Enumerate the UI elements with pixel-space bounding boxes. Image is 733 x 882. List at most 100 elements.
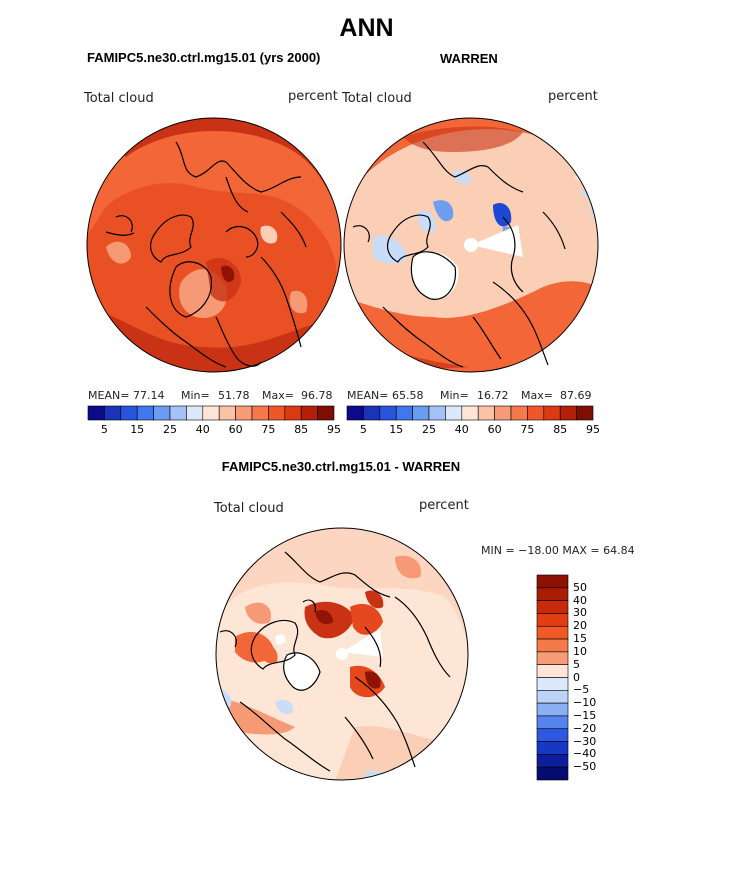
right-colorbar-swatch: [494, 405, 512, 421]
difference-colorbar-swatch: [536, 651, 569, 665]
right-variable-label: Total cloud: [342, 91, 412, 106]
difference-colorbar-tick-label: 40: [573, 593, 587, 607]
difference-colorbar-tick-label: −30: [573, 734, 597, 748]
difference-colorbar-swatch: [536, 754, 569, 768]
left-colorbar-swatch: [251, 405, 269, 421]
right-min-label: Min=: [440, 389, 469, 402]
right-colorbar-tick-label: 85: [553, 423, 568, 436]
difference-colorbar-tick-label: −5: [573, 683, 590, 697]
right-panel-title: WARREN: [440, 51, 498, 66]
left-colorbar-swatch: [300, 405, 318, 421]
right-colorbar-swatch: [559, 405, 577, 421]
right-mean-label: MEAN=: [347, 389, 389, 402]
right-colorbar-swatch: [395, 405, 413, 421]
left-colorbar-swatch: [218, 405, 236, 421]
left-colorbar-swatch: [169, 405, 187, 421]
left-polar-map: [86, 117, 342, 373]
right-colorbar-swatch: [527, 405, 545, 421]
difference-colorbar-swatch: [536, 664, 569, 678]
right-max-label: Max=: [521, 389, 553, 402]
right-max-value: 87.69: [560, 389, 592, 402]
difference-colorbar-tick-label: 0: [573, 670, 580, 684]
difference-colorbar: [536, 574, 569, 781]
right-colorbar-swatch: [346, 405, 364, 421]
difference-colorbar-tick-label: 30: [573, 606, 587, 620]
right-colorbar-swatch: [412, 405, 430, 421]
right-colorbar-swatch: [543, 405, 561, 421]
difference-colorbar-tick-label: 15: [573, 632, 587, 646]
left-colorbar-swatch: [284, 405, 302, 421]
left-colorbar-tick-label: 95: [327, 423, 341, 436]
difference-panel-title: FAMIPC5.ne30.ctrl.mg15.01 - WARREN: [221, 459, 461, 474]
left-min-value: 51.78: [218, 389, 250, 402]
right-colorbar-swatch: [445, 405, 463, 421]
diff-units-label: percent: [419, 498, 469, 513]
left-colorbar-tick-label: 15: [130, 423, 145, 436]
diff-variable-label: Total cloud: [214, 501, 284, 516]
right-min-value: 16.72: [477, 389, 509, 402]
left-panel-title: FAMIPC5.ne30.ctrl.mg15.01 (yrs 2000): [87, 50, 321, 65]
difference-colorbar-tick-label: −40: [573, 747, 597, 761]
difference-colorbar-swatch: [536, 613, 569, 627]
right-units-label: percent: [548, 89, 598, 104]
left-colorbar-swatch: [186, 405, 204, 421]
right-colorbar-tick-label: 25: [422, 423, 436, 436]
right-colorbar-tick-label: 75: [520, 423, 535, 436]
difference-colorbar-swatch: [536, 677, 569, 691]
right-colorbar-tick-label: 60: [487, 423, 502, 436]
left-colorbar-tick-label: 5: [100, 423, 108, 436]
left-colorbar-tick-label: 60: [228, 423, 243, 436]
right-colorbar-swatch: [461, 405, 479, 421]
difference-colorbar-swatch: [536, 600, 569, 614]
left-colorbar-tick-label: 75: [261, 423, 276, 436]
difference-colorbar-swatch: [536, 728, 569, 742]
difference-colorbar-swatch: [536, 741, 569, 755]
difference-colorbar-tick-label: −15: [573, 708, 597, 722]
right-polar-map: [343, 117, 599, 373]
left-colorbar: [87, 405, 335, 421]
left-variable-label: Total cloud: [84, 91, 154, 106]
right-colorbar-swatch: [379, 405, 397, 421]
difference-colorbar-tick-label: 10: [573, 644, 587, 658]
left-colorbar-swatch: [136, 405, 154, 421]
left-colorbar-swatch: [153, 405, 171, 421]
difference-colorbar-swatch: [536, 690, 569, 704]
left-min-label: Min=: [181, 389, 210, 402]
left-colorbar-swatch: [317, 405, 335, 421]
difference-colorbar-swatch: [536, 625, 569, 640]
left-colorbar-swatch: [87, 405, 105, 421]
right-colorbar-tick-label: 5: [359, 423, 367, 436]
difference-colorbar-tick-label: −20: [573, 721, 597, 735]
right-colorbar-swatch: [363, 405, 381, 421]
figure-title: ANN: [339, 14, 394, 42]
left-units-label: percent: [288, 89, 338, 104]
right-colorbar-swatch: [576, 405, 594, 421]
left-mean-value: 77.14: [133, 389, 165, 402]
difference-colorbar-swatch: [536, 766, 569, 781]
left-mean-label: MEAN=: [88, 389, 130, 402]
right-colorbar-swatch: [510, 405, 528, 421]
left-colorbar-swatch: [268, 405, 286, 421]
difference-colorbar-swatch: [536, 638, 569, 653]
right-mean-value: 65.58: [392, 389, 424, 402]
left-colorbar-swatch: [235, 405, 253, 421]
left-colorbar-tick-label: 85: [294, 423, 309, 436]
difference-colorbar-tick-label: 5: [573, 657, 580, 671]
right-colorbar-tick-label: 95: [586, 423, 600, 436]
right-colorbar-swatch: [477, 405, 495, 421]
right-colorbar-tick-label: 15: [389, 423, 404, 436]
right-colorbar-swatch: [428, 405, 446, 421]
difference-colorbar-tick-label: −50: [573, 760, 597, 774]
difference-colorbar-swatch: [536, 587, 569, 601]
difference-colorbar-swatch: [536, 702, 569, 717]
left-max-value: 96.78: [301, 389, 333, 402]
right-colorbar-tick-label: 40: [454, 423, 469, 436]
left-colorbar-swatch: [120, 405, 138, 421]
difference-colorbar-swatch: [536, 715, 569, 730]
left-colorbar-tick-label: 40: [195, 423, 210, 436]
diff-minmax-text: MIN = −18.00 MAX = 64.84: [481, 544, 635, 557]
left-colorbar-swatch: [202, 405, 220, 421]
difference-colorbar-tick-label: 50: [573, 580, 587, 594]
difference-colorbar-tick-label: −10: [573, 696, 597, 710]
